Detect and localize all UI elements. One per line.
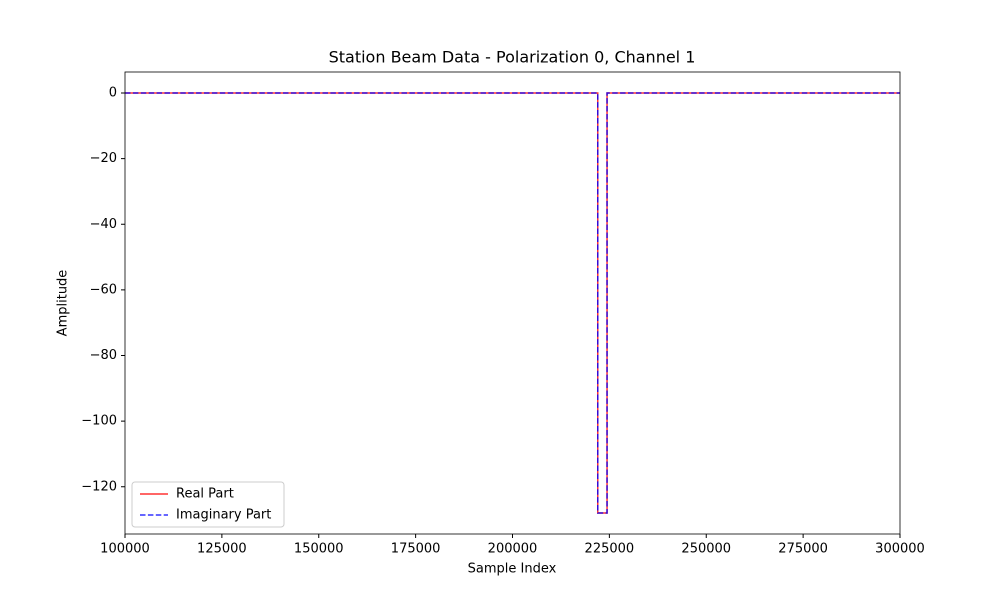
y-tick-label: −60 [90, 282, 117, 297]
x-axis-label: Sample Index [468, 562, 557, 577]
x-tick-label: 200000 [488, 542, 538, 557]
series-line [125, 92, 900, 514]
y-tick-label: −20 [90, 151, 117, 166]
y-tick-label: −100 [81, 414, 117, 429]
x-tick-label: 175000 [391, 542, 441, 557]
legend-box [131, 481, 285, 528]
x-tick-label: 300000 [875, 542, 925, 557]
x-tick-label: 225000 [585, 542, 635, 557]
y-tick-label: −80 [90, 348, 117, 363]
x-tick-label: 150000 [294, 542, 344, 557]
y-tick-label: −120 [81, 479, 117, 494]
x-tick-label: 250000 [681, 542, 731, 557]
y-axis-label: Amplitude [56, 270, 71, 337]
x-tick-label: 100000 [100, 542, 150, 557]
chart-title: Station Beam Data - Polarization 0, Chan… [329, 48, 696, 67]
legend-label: Real Part [176, 487, 234, 502]
y-tick-label: 0 [109, 86, 117, 101]
legend-label: Imaginary Part [176, 508, 271, 523]
x-tick-label: 125000 [197, 542, 247, 557]
series-line [125, 92, 900, 514]
y-tick-label: −40 [90, 217, 117, 232]
plot-frame [124, 71, 901, 535]
x-tick-label: 275000 [778, 542, 828, 557]
